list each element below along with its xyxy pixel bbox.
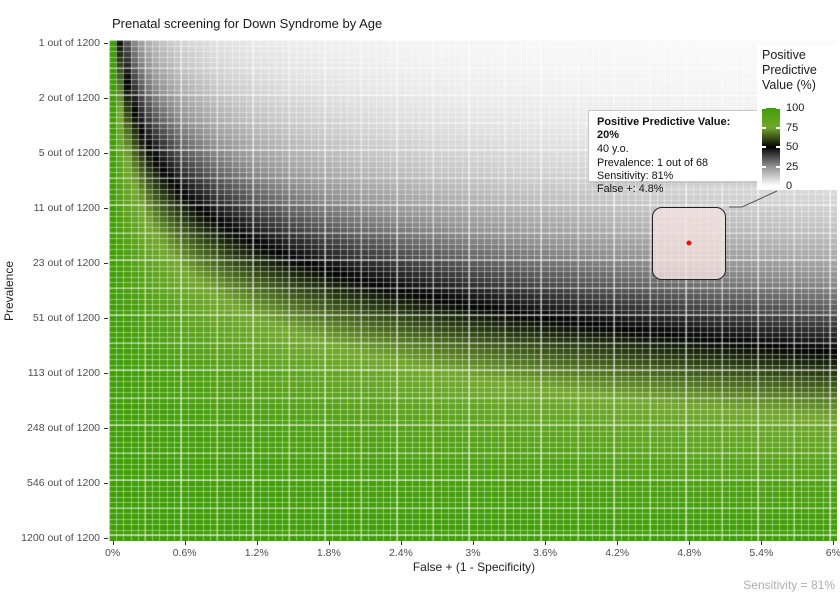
legend-bar-tick <box>762 185 766 187</box>
legend-bar-tick <box>762 107 766 109</box>
y-tick-label: 23 out of 1200 <box>32 256 100 269</box>
x-tick-label: 5.4% <box>749 547 774 559</box>
legend-bar-tick <box>762 146 766 148</box>
y-tick-label: 113 out of 1200 <box>27 367 100 380</box>
x-tick-mark <box>689 541 691 545</box>
x-tick-label: 1.8% <box>316 547 341 559</box>
y-tick-mark <box>104 373 108 375</box>
x-tick-mark <box>473 541 474 545</box>
x-tick-label: 3% <box>465 547 481 559</box>
legend: Positive Predictive Value (%) 100 75 50 25 0 <box>757 45 840 192</box>
x-tick-mark <box>112 541 114 545</box>
y-tick-mark <box>104 262 108 264</box>
x-tick-mark <box>761 541 763 545</box>
y-tick-mark <box>104 318 108 320</box>
legend-tick-label: 100 <box>786 102 805 114</box>
y-tick-mark <box>104 538 108 540</box>
y-tick-label: 51 out of 1200 <box>32 312 100 325</box>
y-tick-label: 248 out of 1200 <box>27 422 100 435</box>
legend-gradient-bar <box>762 107 780 187</box>
y-tick-mark <box>104 97 108 99</box>
x-tick-mark <box>545 541 547 545</box>
y-tick-mark <box>104 152 108 154</box>
legend-bar-tick <box>776 185 780 187</box>
x-tick-label: 6% <box>825 547 840 559</box>
tooltip-sensitivity: Sensitivity: 81% <box>597 169 674 182</box>
highlight-marker-dot <box>686 240 692 246</box>
legend-bar-tick <box>762 126 766 129</box>
y-tick-mark <box>104 42 108 44</box>
legend-bar-tick <box>776 107 780 109</box>
legend-tick-label: 50 <box>786 141 799 153</box>
tooltip-prevalence: Prevalence: 1 out of 68 <box>597 156 709 169</box>
x-tick-label: 1.2% <box>244 547 269 559</box>
y-tick-mark <box>104 483 108 485</box>
sensitivity-footnote: Sensitivity = 81% <box>743 578 835 592</box>
x-tick-mark <box>328 541 330 545</box>
x-tick-label: 4.2% <box>605 547 630 559</box>
y-tick-label: 546 out of 1200 <box>27 477 100 490</box>
legend-tick-label: 0 <box>786 180 793 192</box>
tooltip-age: 40 y.o. <box>597 143 629 156</box>
y-tick-mark <box>104 207 108 209</box>
chart-title: Prenatal screening for Down Syndrome by … <box>112 16 383 31</box>
x-tick-mark <box>256 541 258 545</box>
legend-tick-label: 75 <box>786 121 799 134</box>
legend-bar-tick <box>762 165 766 168</box>
x-tick-mark <box>833 541 835 545</box>
legend-bar-tick <box>776 146 780 148</box>
y-tick-label: 2 out of 1200 <box>38 91 100 104</box>
y-tick-label: 5 out of 1200 <box>38 146 100 159</box>
x-tick-mark <box>184 541 186 545</box>
tooltip: Positive Predictive Value: 20% 40 y.o. P… <box>588 110 758 195</box>
highlighted-cell-box <box>652 206 727 280</box>
x-tick-label: 0% <box>105 547 121 559</box>
tooltip-false-positive: False +: 4.8% <box>597 183 664 196</box>
legend-bar-tick <box>776 165 780 168</box>
legend-title: Positive Predictive Value (%) <box>762 48 817 92</box>
y-axis-title: Prevalence <box>2 260 16 322</box>
x-tick-mark <box>617 541 619 545</box>
x-tick-label: 2.4% <box>388 547 413 559</box>
y-tick-label: 11 out of 1200 <box>33 201 100 214</box>
x-tick-label: 0.6% <box>172 547 197 559</box>
tooltip-ppv-value: Positive Predictive Value: 20% <box>597 116 731 142</box>
x-tick-label: 3.6% <box>533 547 558 559</box>
legend-bar-tick <box>776 126 780 129</box>
y-tick-mark <box>104 428 108 430</box>
x-axis-title: False + (1 - Specificity) <box>412 560 536 574</box>
x-tick-mark <box>400 541 402 545</box>
y-tick-label: 1200 out of 1200 <box>21 532 100 545</box>
y-tick-label: 1 out of 1200 <box>38 36 100 49</box>
x-tick-label: 4.8% <box>677 547 702 559</box>
legend-tick-label: 25 <box>786 160 799 173</box>
